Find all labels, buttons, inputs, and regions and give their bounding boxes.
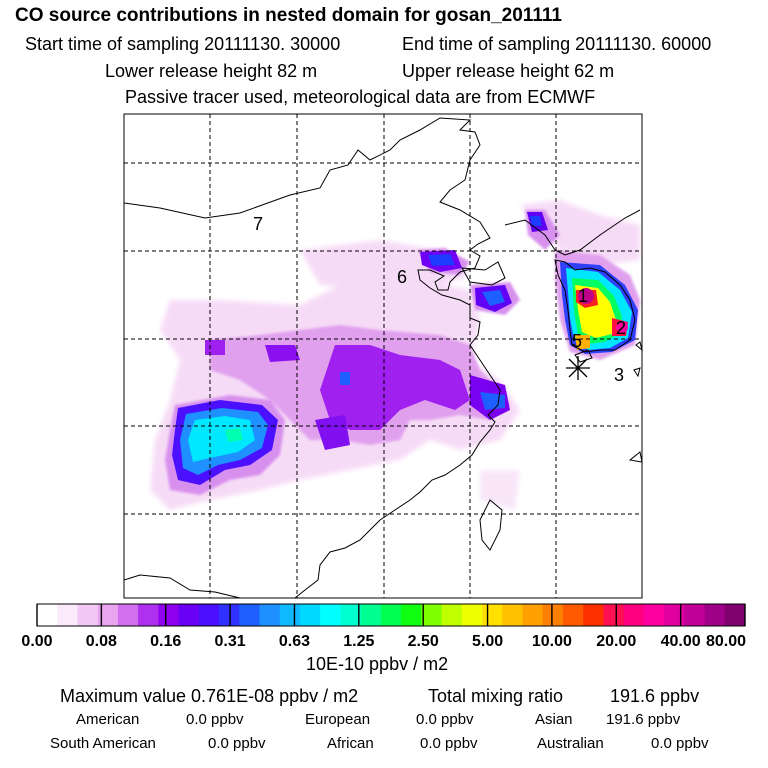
legend-tick-label: 80.00	[706, 633, 746, 650]
legend-tick-label: 1.25	[343, 633, 374, 650]
legend-swatch	[461, 604, 483, 626]
legend-unit: 10E-10 ppbv / m2	[306, 654, 449, 674]
region-label-1: 1	[578, 286, 588, 306]
legend-swatch	[57, 604, 78, 626]
end-time-label: End time of sampling 20111130. 60000	[402, 34, 712, 54]
max-value-label: Maximum value 0.761E-08 ppbv / m2	[60, 686, 359, 706]
legend-swatch	[198, 604, 220, 626]
legend-swatch	[259, 604, 281, 626]
legend-swatch	[542, 604, 564, 626]
region-value-european: 0.0 ppbv	[416, 711, 474, 728]
region-value-american: 0.0 ppbv	[186, 711, 244, 728]
start-time-label: Start time of sampling 20111130. 30000	[25, 34, 341, 54]
plume-purple-layer	[205, 212, 548, 450]
legend-swatch	[684, 604, 706, 626]
legend-swatch	[97, 604, 119, 626]
legend-swatch	[320, 604, 341, 626]
legend-tick-label: 10.00	[532, 633, 572, 650]
total-mixing-value: 191.6 ppbv	[610, 686, 700, 706]
region-name-african: African	[327, 735, 374, 752]
tracer-note: Passive tracer used, meteorological data…	[125, 87, 596, 107]
legend-swatch	[340, 604, 362, 626]
legend-swatch	[37, 604, 58, 626]
total-mixing-label: Total mixing ratio	[428, 686, 564, 706]
legend-swatch	[562, 604, 584, 626]
plume-blue-cluster	[172, 216, 542, 485]
legend-swatch	[643, 604, 665, 626]
legend-tick-label: 40.00	[661, 633, 701, 650]
legend-swatch	[380, 604, 402, 626]
color-legend-bar	[36, 603, 746, 627]
legend-swatch	[482, 604, 503, 626]
region-value-african: 0.0 ppbv	[420, 735, 478, 752]
region-label-7: 7	[253, 214, 263, 234]
legend-tick-label: 0.31	[215, 633, 246, 650]
region-value-australian: 0.0 ppbv	[651, 735, 709, 752]
figure-title: CO source contributions in nested domain…	[15, 5, 562, 26]
upper-release-label: Upper release height 62 m	[402, 61, 615, 81]
legend-tick-label: 20.00	[596, 633, 636, 650]
legend-swatch	[117, 604, 139, 626]
color-legend-ticks	[36, 604, 746, 626]
legend-swatch	[441, 604, 463, 626]
region-label-2: 2	[616, 318, 626, 338]
region-label-3: 3	[614, 365, 624, 385]
lat-lon-grid	[124, 114, 642, 598]
plume-korea-hotspot	[560, 262, 638, 354]
legend-tick-label: 0.00	[21, 633, 52, 650]
legend-swatch	[583, 604, 604, 626]
coastline	[123, 117, 643, 599]
region-label-5: 5	[572, 331, 582, 351]
region-name-south-american: South American	[50, 735, 156, 752]
region-name-european: European	[305, 711, 371, 728]
legend-swatch	[77, 604, 99, 626]
legend-tick-label: 0.16	[150, 633, 181, 650]
legend-swatch	[704, 604, 726, 626]
region-name-australian: Australian	[537, 735, 604, 752]
legend-swatch	[623, 604, 645, 626]
legend-tick-label: 0.63	[279, 633, 310, 650]
legend-tick-label: 0.08	[86, 633, 117, 650]
legend-tick-label: 5.00	[472, 633, 503, 650]
lower-release-label: Lower release height 82 m	[105, 61, 318, 81]
receptor-asterisk-icon	[566, 356, 590, 380]
legend-swatch	[158, 604, 180, 626]
legend-swatch	[522, 604, 544, 626]
region-value-south-american: 0.0 ppbv	[208, 735, 266, 752]
map-border	[123, 113, 643, 599]
region-value-asian: 191.6 ppbv	[606, 711, 681, 728]
region-label-6: 6	[397, 267, 407, 287]
legend-swatch	[178, 604, 200, 626]
region-name-american: American	[76, 711, 140, 728]
legend-swatch	[603, 604, 625, 626]
legend-swatch	[421, 604, 443, 626]
legend-swatch	[279, 604, 301, 626]
legend-swatch	[239, 604, 261, 626]
legend-tick-label: 2.50	[408, 633, 439, 650]
legend-swatch	[138, 604, 159, 626]
legend-swatch	[360, 604, 382, 626]
legend-swatch	[401, 604, 422, 626]
legend-swatch	[724, 604, 746, 626]
legend-swatch	[502, 604, 523, 626]
region-name-asian: Asian	[535, 711, 573, 728]
legend-swatch	[664, 604, 685, 626]
legend-swatch	[299, 604, 321, 626]
